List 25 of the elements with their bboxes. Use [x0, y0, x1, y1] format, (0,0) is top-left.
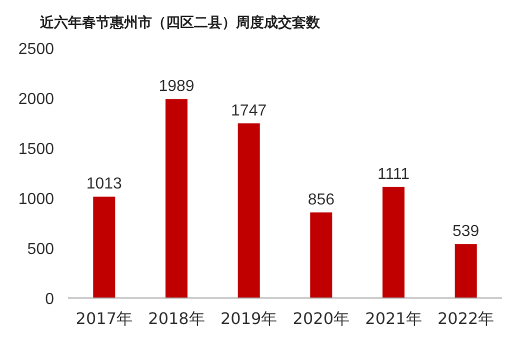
- data-label: 1989: [158, 78, 194, 96]
- bar: [454, 244, 477, 298]
- bar: [166, 99, 188, 298]
- x-tick-label: 2020年: [292, 309, 350, 328]
- data-label: 1111: [377, 166, 410, 183]
- data-label: 856: [308, 191, 335, 208]
- x-tick-label: 2018年: [148, 309, 205, 328]
- data-label: 1013: [86, 176, 122, 193]
- y-tick-label: 1000: [18, 191, 54, 208]
- bar: [238, 123, 260, 298]
- y-tick-label: 2500: [18, 41, 54, 58]
- data-label: 539: [452, 223, 480, 240]
- bar: [93, 196, 116, 298]
- y-tick-label: 1500: [18, 141, 54, 158]
- x-tick-label: 2017年: [76, 309, 133, 328]
- x-tick-label: 2021年: [365, 309, 422, 328]
- bar: [310, 212, 332, 298]
- y-tick-label: 500: [27, 241, 54, 258]
- bar: [382, 186, 404, 298]
- x-tick-label: 2019年: [220, 309, 278, 328]
- data-label: 1747: [231, 102, 267, 120]
- chart-title: 近六年春节惠州市（四区二县）周度成交套数: [39, 14, 321, 31]
- y-tick-label: 0: [45, 291, 54, 308]
- x-tick-label: 2022年: [437, 309, 494, 328]
- y-tick-label: 2000: [18, 91, 54, 108]
